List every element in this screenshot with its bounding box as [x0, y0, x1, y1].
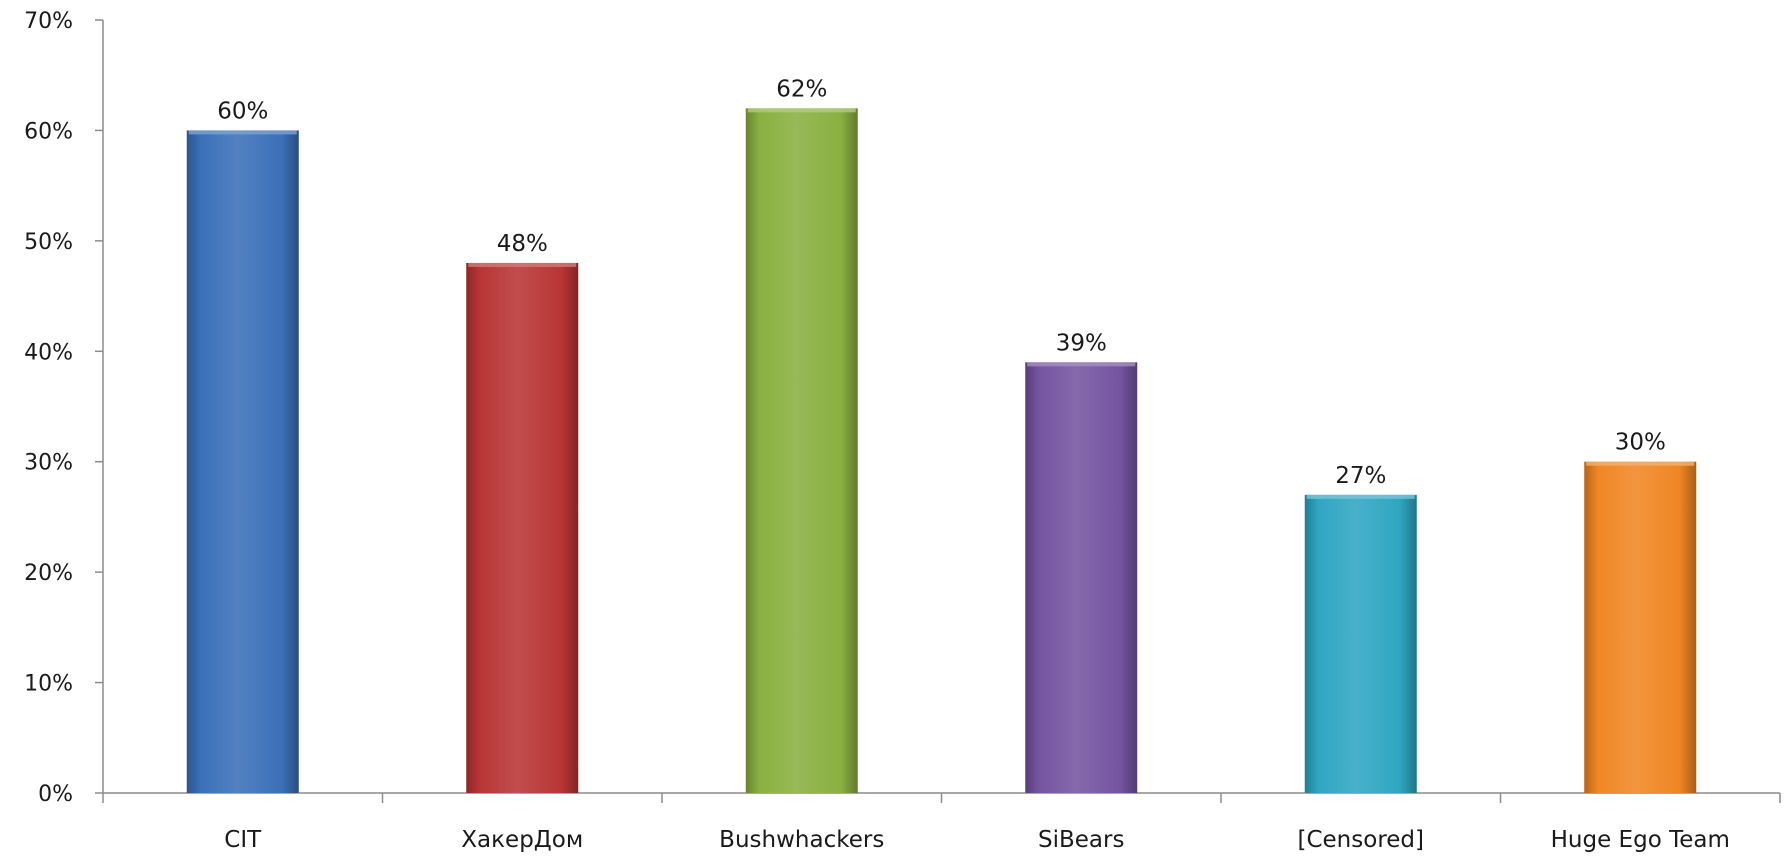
data-label: 27% [1335, 463, 1386, 489]
bar-top-highlight [1586, 461, 1695, 466]
category-label: SiBears [1038, 827, 1124, 853]
y-tick-label: 50% [24, 230, 73, 255]
data-label: 39% [1056, 330, 1107, 356]
y-tick-label: 40% [24, 340, 73, 365]
bar-huge-ego-team [1584, 461, 1697, 793]
bar-хакердом [466, 262, 579, 793]
category-label: Bushwhackers [719, 827, 884, 853]
category-label: Huge Ego Team [1551, 827, 1730, 853]
category-label: [Censored] [1298, 827, 1425, 853]
bar-censored [1304, 494, 1417, 793]
y-tick-label: 10% [24, 672, 73, 697]
category-label: ХакерДом [461, 827, 583, 853]
y-tick-label: 60% [24, 119, 73, 144]
bar-sibears [1025, 362, 1138, 793]
data-label: 62% [776, 76, 827, 102]
y-tick-label: 70% [24, 9, 73, 34]
data-label: 30% [1615, 430, 1666, 456]
data-label: 60% [217, 98, 268, 124]
data-label: 48% [497, 231, 548, 257]
category-label: CIT [224, 827, 262, 853]
y-tick-label: 20% [24, 561, 73, 586]
bar-top-highlight [188, 130, 297, 135]
y-tick-label: 0% [38, 782, 73, 807]
y-tick-label: 30% [24, 451, 73, 476]
bar-cit [186, 130, 299, 793]
bar-top-highlight [1027, 362, 1136, 367]
bar-top-highlight [1306, 494, 1415, 499]
bar-top-highlight [747, 108, 856, 113]
bar-bushwhackers [745, 108, 858, 794]
bar-top-highlight [468, 262, 577, 267]
